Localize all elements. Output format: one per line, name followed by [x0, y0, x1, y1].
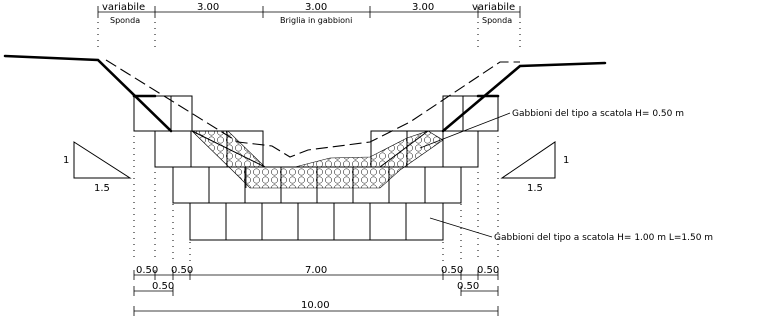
right-slope-run: 1.5 — [527, 183, 543, 194]
right-bank-label: Sponda — [482, 16, 512, 25]
lower-callout-text: Gabbioni del tipo a scatola H= 1.00 m L=… — [494, 233, 713, 243]
gravel-divisions — [245, 167, 390, 188]
dim-left-b: 0.50 — [171, 265, 193, 276]
right-ground-line — [441, 61, 607, 133]
dim-right-b: 0.50 — [477, 265, 499, 276]
bottom-dimension-total — [133, 306, 499, 316]
upper-callout-text: Gabbioni del tipo a scatola H= 0.50 m — [512, 109, 684, 119]
left-span-label: 3.00 — [197, 2, 219, 13]
top-dimension-line — [97, 6, 521, 18]
dim-left-a: 0.50 — [136, 265, 158, 276]
right-slope-triangle — [500, 141, 556, 179]
left-variable-label: variabile — [102, 2, 145, 13]
lower-callout-leader — [429, 217, 493, 238]
upper-callout-leader — [419, 112, 511, 149]
bottom-dimension-row1 — [133, 270, 499, 280]
weir-center-label: Briglia in gabbioni — [280, 16, 352, 25]
construction-lines — [97, 22, 521, 262]
right-variable-label: variabile — [472, 2, 515, 13]
left-slope-run: 1.5 — [94, 183, 110, 194]
left-slope-triangle — [73, 141, 132, 179]
center-span-label: 3.00 — [305, 2, 327, 13]
dim-right-a: 0.50 — [441, 265, 463, 276]
left-ground-line — [3, 54, 173, 133]
dim-left-outer: 0.50 — [152, 281, 174, 292]
dim-right-outer: 0.50 — [457, 281, 479, 292]
dim-total: 10.00 — [301, 300, 330, 311]
left-bank-label: Sponda — [110, 16, 140, 25]
bottom-dimension-row2 — [133, 286, 499, 296]
design-profile-dashed — [105, 59, 520, 158]
left-slope-rise: 1 — [63, 155, 69, 166]
right-slope-rise: 1 — [563, 155, 569, 166]
channel-bed-line — [191, 130, 429, 168]
right-span-label: 3.00 — [412, 2, 434, 13]
dim-center: 7.00 — [305, 265, 327, 276]
